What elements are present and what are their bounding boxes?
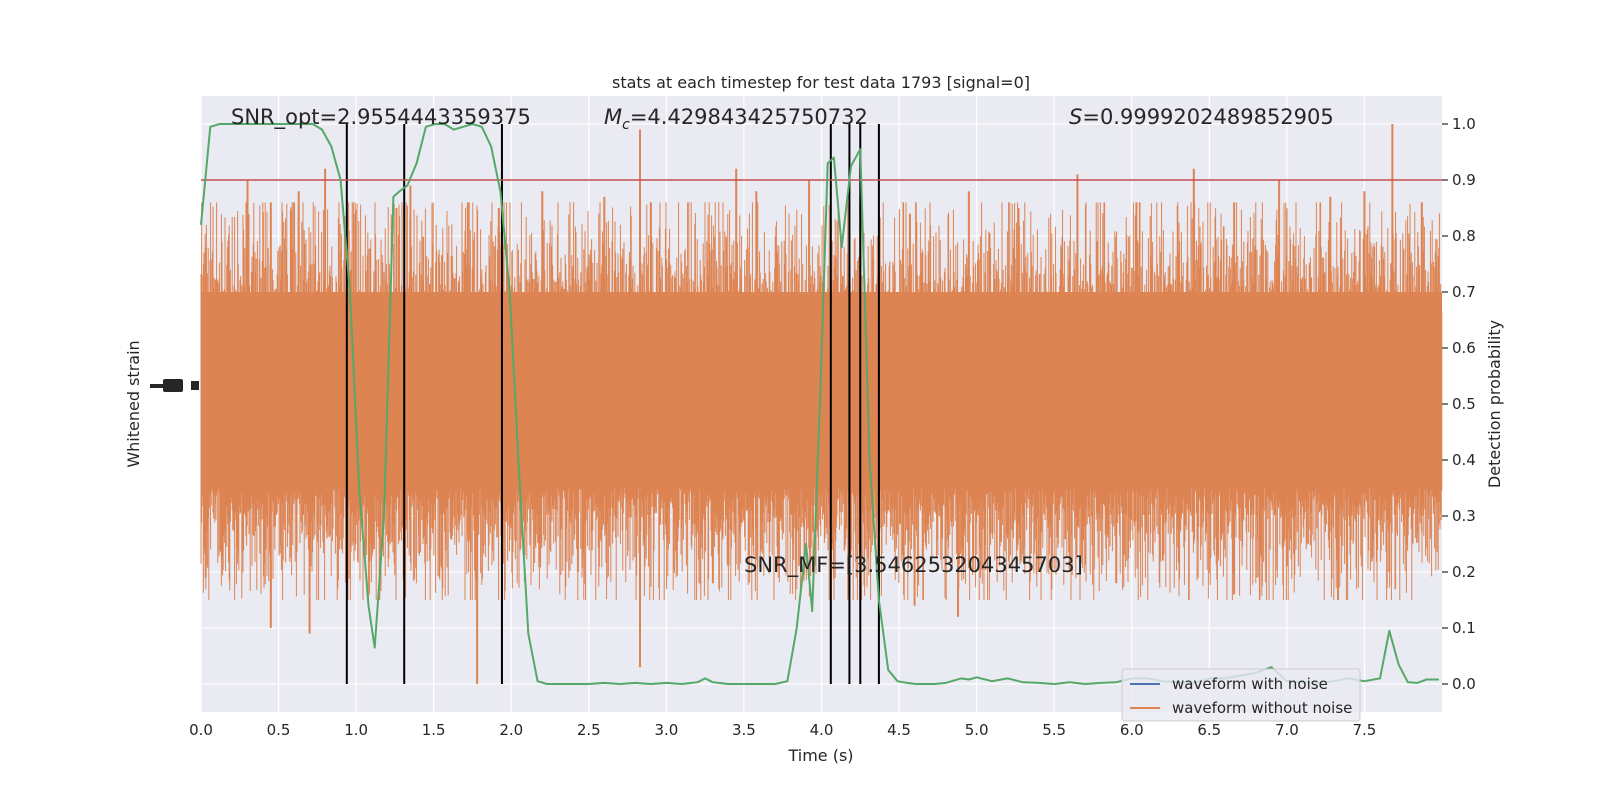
x-tick-label: 5.5 <box>1042 721 1066 739</box>
x-tick-label: 0.5 <box>267 721 291 739</box>
strain-series <box>200 124 1443 684</box>
x-tick-label: 3.0 <box>654 721 678 739</box>
chirp-mass-value: =4.429843425750732 <box>630 105 868 129</box>
snr-opt-annotation: SNR_opt=2.9554443359375 <box>231 105 531 130</box>
x-tick-label: 4.0 <box>810 721 834 739</box>
legend: waveform with noise waveform without noi… <box>1121 668 1361 722</box>
x-tick-label: 1.0 <box>344 721 368 739</box>
y-axis-left-label: Whitened strain <box>124 340 143 467</box>
x-tick-label: 2.5 <box>577 721 601 739</box>
x-tick-label: 0.0 <box>189 721 213 739</box>
chirp-mass-annotation: Mc=4.429843425750732 <box>604 105 868 133</box>
y-tick-label: 0.1 <box>1452 619 1476 637</box>
y-tick-label: 0.2 <box>1452 563 1476 581</box>
x-tick-label: 6.0 <box>1120 721 1144 739</box>
s-value: =0.9999202489852905 <box>1082 105 1333 129</box>
y-tick-label: 0.3 <box>1452 507 1476 525</box>
y-tick-label: 0.9 <box>1452 171 1476 189</box>
x-tick-label: 5.0 <box>965 721 989 739</box>
x-tick-label: 1.5 <box>422 721 446 739</box>
y-tick-label: 1.0 <box>1452 115 1476 133</box>
chart-title: stats at each timestep for test data 179… <box>612 73 1030 92</box>
x-tick-label: 4.5 <box>887 721 911 739</box>
x-tick-label: 7.5 <box>1353 721 1377 739</box>
left-axis-overlapping-ticks <box>150 379 199 392</box>
x-axis-label: Time (s) <box>787 746 853 765</box>
s-symbol: S <box>1069 105 1082 129</box>
y-tick-label: 0.4 <box>1452 451 1476 469</box>
x-tick-label: 7.0 <box>1275 721 1299 739</box>
s-annotation: S=0.9999202489852905 <box>1069 105 1334 129</box>
legend-label-with-noise: waveform with noise <box>1172 675 1328 693</box>
x-tick-label: 6.5 <box>1197 721 1221 739</box>
y-tick-label: 0.6 <box>1452 339 1476 357</box>
chirp-mass-symbol: M <box>604 105 622 129</box>
y-tick-label: 0.5 <box>1452 395 1476 413</box>
y-tick-label: 0.7 <box>1452 283 1476 301</box>
x-tick-label: 2.0 <box>499 721 523 739</box>
y-tick-label: 0.8 <box>1452 227 1476 245</box>
y-axis-right-ticks: 0.0 0.1 0.2 0.3 0.4 0.5 0.6 0.7 0.8 0.9 1.0 <box>1442 115 1476 693</box>
chirp-mass-subscript: c <box>622 117 630 133</box>
y-axis-right-label: Detection probability <box>1485 320 1504 488</box>
x-axis-ticks: 0.0 0.5 1.0 1.5 2.0 2.5 3.0 3.5 4.0 4.5 5.0 5.5 6.0 6… <box>189 721 1376 739</box>
x-tick-label: 3.5 <box>732 721 756 739</box>
legend-box <box>1121 668 1361 722</box>
snr-mf-annotation: SNR_MF=[3.546253204345703] <box>744 553 1083 578</box>
legend-label-without-noise: waveform without noise <box>1172 699 1352 717</box>
y-tick-label: 0.0 <box>1452 675 1476 693</box>
